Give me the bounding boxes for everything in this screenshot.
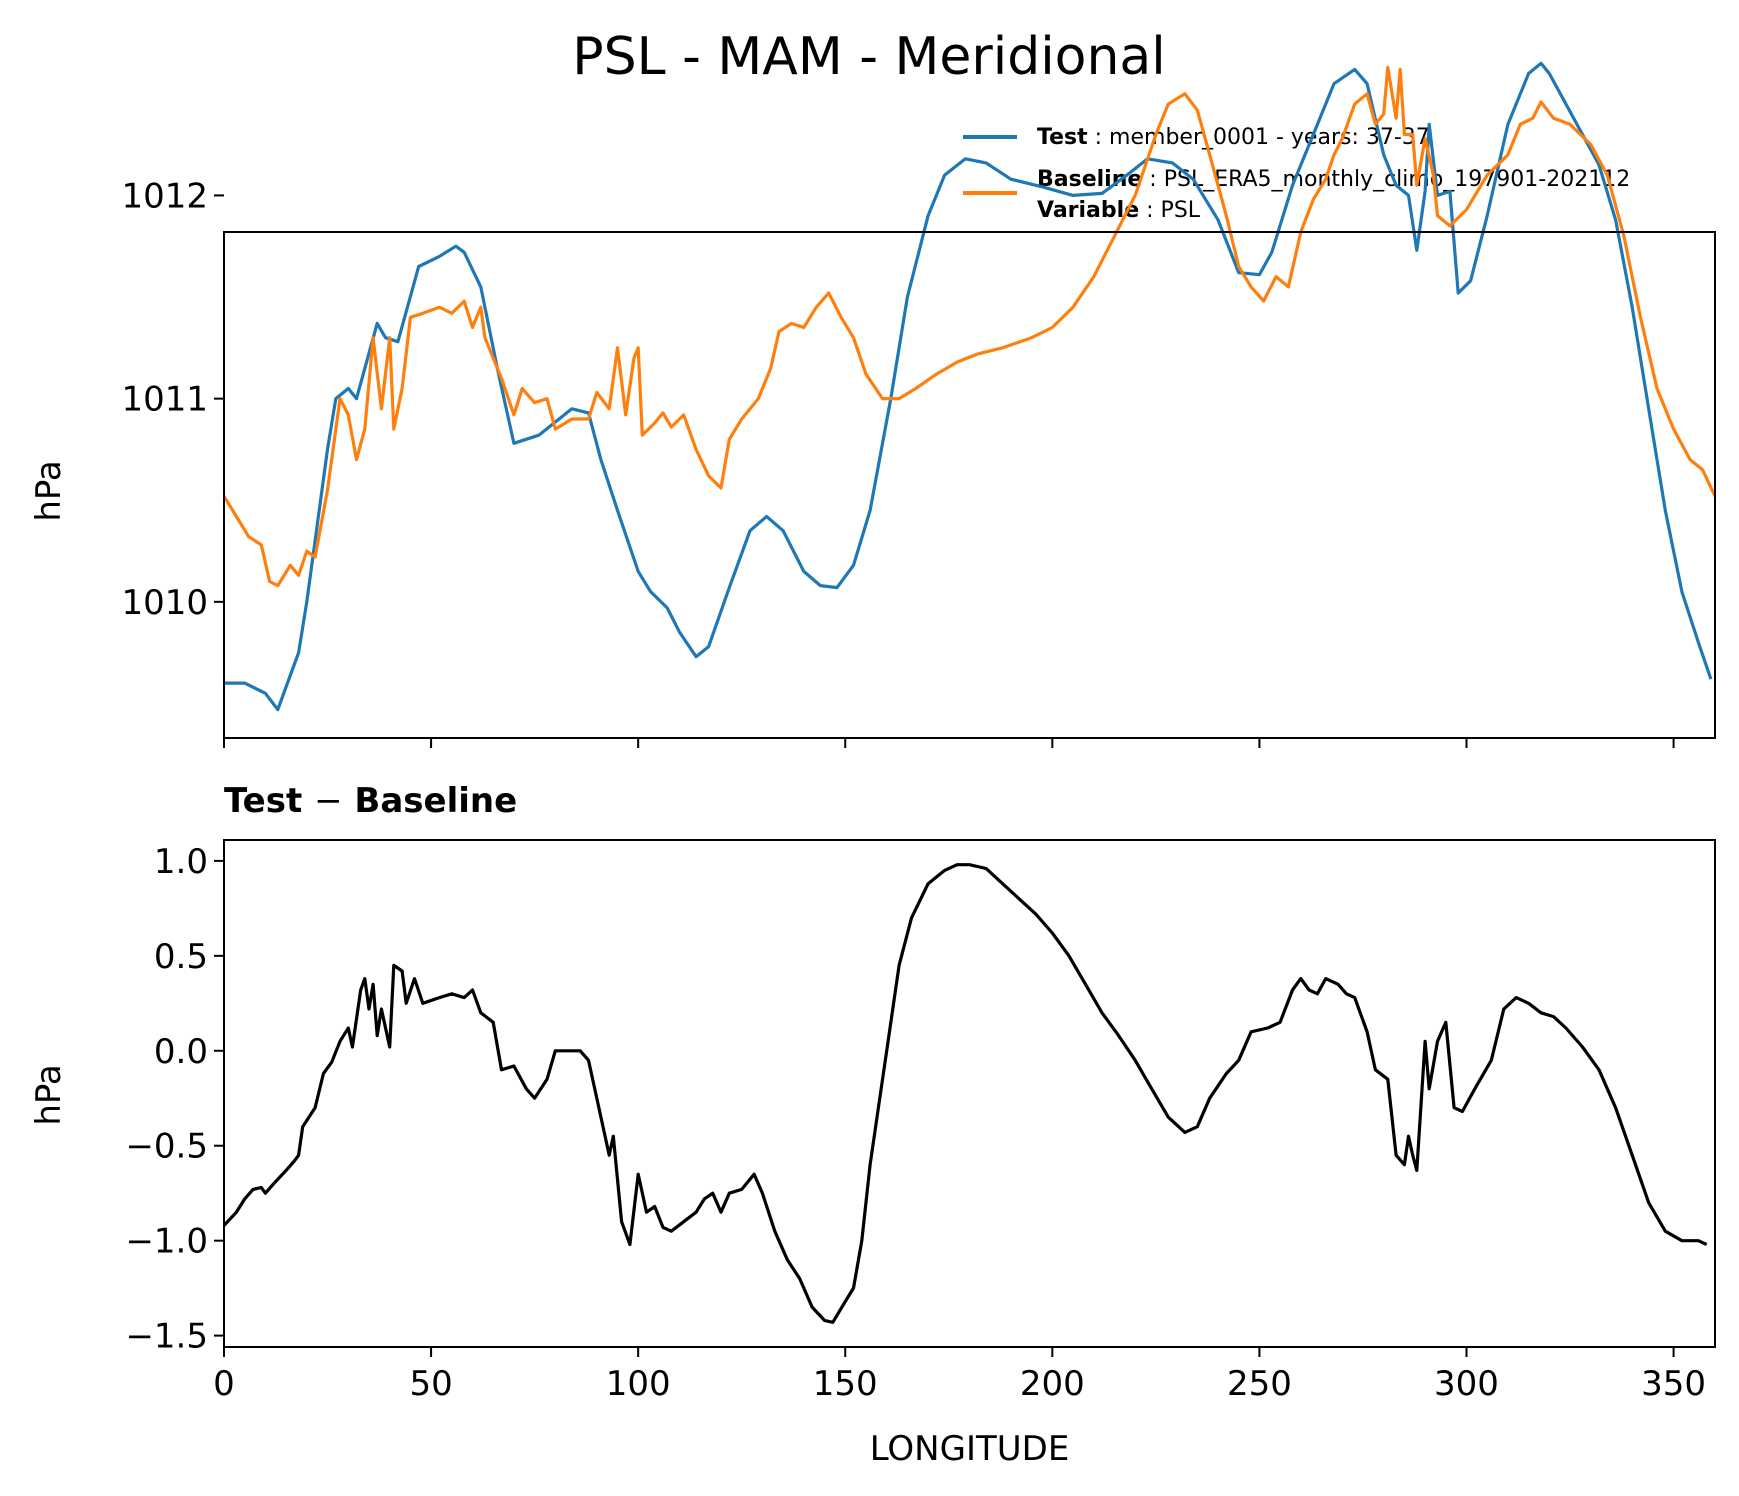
y-tick-label: 0.5 <box>154 937 208 977</box>
y-tick-label: 0.0 <box>154 1032 208 1072</box>
x-tick-label: 0 <box>213 1364 235 1404</box>
y-tick-label: 1010 <box>121 583 208 623</box>
diff-title-right: Baseline <box>354 781 517 821</box>
legend-variable-text: PSL <box>1161 198 1201 223</box>
series-line-test-baseline <box>222 863 1708 1324</box>
y-tick-label: 1012 <box>121 176 208 216</box>
y-tick-label: 1.0 <box>154 842 208 882</box>
x-tick-label: 50 <box>409 1364 452 1404</box>
series-line-baseline <box>222 65 1717 588</box>
x-axis-label: LONGITUDE <box>870 1429 1070 1469</box>
y-tick-label: −1.5 <box>125 1317 208 1357</box>
diff-title-op: − <box>314 781 343 821</box>
legend-test-entry: Test : member_0001 - years: 37-37 <box>1037 125 1430 150</box>
axes-frame <box>223 839 1716 1348</box>
legend-test-sep: : <box>1095 125 1102 150</box>
bottom-panel: 0 50 100 150 200 250 300 350 −1.5 −1.0 −0.5 0.0 0.5 1… <box>29 839 1716 1469</box>
legend-variable-entry: Variable : PSL <box>1037 198 1201 223</box>
y-tick-label: 1011 <box>121 380 208 420</box>
y-tick-label: −1.0 <box>125 1222 208 1262</box>
y-axis-label: hPa <box>29 1064 69 1125</box>
legend-test-bold: Test <box>1037 125 1088 150</box>
top-panel: 1010 1011 1012 hPa <box>29 61 1717 748</box>
x-tick-label: 300 <box>1434 1364 1499 1404</box>
legend-baseline-text: PSL_ERA5_monthly_climo_197901-202112 <box>1164 167 1630 192</box>
legend-baseline-entry: Baseline : PSL_ERA5_monthly_climo_197901… <box>1037 167 1630 192</box>
series-line-test <box>224 61 1713 712</box>
x-tick-label: 100 <box>606 1364 671 1404</box>
legend-baseline-sep: : <box>1149 167 1156 192</box>
x-tick-label: 250 <box>1227 1364 1292 1404</box>
y-tick-label: −0.5 <box>125 1127 208 1167</box>
axes-frame <box>223 231 1716 739</box>
diff-title-left: Test <box>224 781 302 821</box>
legend-variable-sep: : <box>1146 198 1153 223</box>
diff-panel-title: Test − Baseline <box>224 781 517 821</box>
x-tick-label: 350 <box>1641 1364 1706 1404</box>
figure-title: PSL - MAM - Meridional <box>572 27 1166 87</box>
x-tick-label: 200 <box>1020 1364 1085 1404</box>
x-tick-label: 150 <box>813 1364 878 1404</box>
legend-baseline-bold: Baseline <box>1037 167 1142 192</box>
y-axis-label: hPa <box>29 460 69 521</box>
